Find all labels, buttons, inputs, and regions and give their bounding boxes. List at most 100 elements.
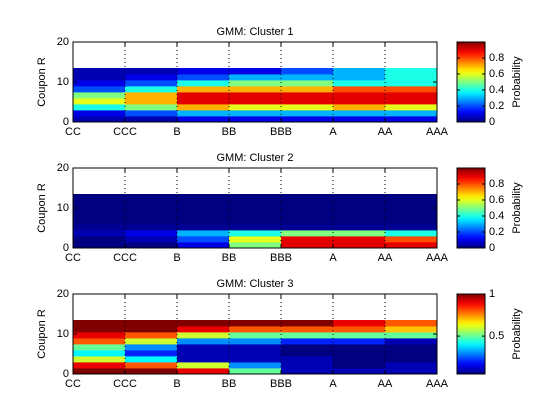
x-tick-label: A — [329, 126, 337, 138]
heatmap-cell — [177, 368, 230, 375]
x-tick-label: BBB — [270, 126, 292, 138]
x-tick-label: AAA — [426, 252, 449, 264]
heatmap-cell — [73, 98, 126, 105]
heatmap-cell — [73, 236, 126, 243]
heatmap-cell — [125, 92, 178, 99]
heatmap-cell — [229, 356, 282, 363]
heatmap-cell — [73, 338, 126, 345]
heatmap-cell — [281, 344, 334, 351]
heatmap-cell — [73, 350, 126, 357]
axes-box — [72, 41, 438, 123]
heatmap-cell — [177, 362, 230, 369]
heatmap-cell — [281, 362, 334, 369]
heatmap-cell — [281, 206, 334, 213]
heatmap-cell — [229, 80, 282, 87]
heatmap-cell — [125, 332, 178, 339]
heatmap-cell — [333, 332, 386, 339]
colorbar-tick-label: 1 — [489, 288, 495, 300]
heatmap-cell — [177, 104, 230, 111]
heatmap-cell — [73, 194, 126, 201]
y-axis-label: Coupon R — [36, 57, 48, 107]
heatmap-cell — [125, 236, 178, 243]
heatmap-cell — [73, 86, 126, 93]
y-tick-label: 20 — [57, 162, 69, 174]
x-tick-label: BB — [222, 378, 237, 390]
colorbar-tick-label: 0.6 — [489, 68, 504, 80]
colorbar-label: Probability — [511, 308, 523, 360]
heatmap-cell — [177, 320, 230, 327]
heatmap-cell — [73, 362, 126, 369]
heatmap-cell — [281, 98, 334, 105]
heatmap-cell — [333, 242, 386, 249]
heatmap-cell — [281, 350, 334, 357]
heatmap-cell — [177, 200, 230, 207]
heatmap-cell — [229, 104, 282, 111]
heatmap-cell — [73, 92, 126, 99]
heatmap-cell — [385, 116, 438, 123]
heatmap-cell — [177, 344, 230, 351]
x-tick-label: AAA — [426, 378, 449, 390]
heatmap-cell — [281, 218, 334, 225]
heatmap-cell — [177, 116, 230, 123]
heatmap-cell — [125, 194, 178, 201]
x-tick-label: CCC — [113, 378, 137, 390]
colorbar-tick-label: 0.8 — [489, 52, 504, 64]
x-tick-label: AAA — [426, 126, 449, 138]
heatmap-cell — [73, 230, 126, 237]
heatmap-cell — [385, 218, 438, 225]
heatmap-cell — [177, 206, 230, 213]
heatmap-cell — [229, 86, 282, 93]
heatmap-cell — [229, 68, 282, 75]
heatmap-cell — [333, 326, 386, 333]
heatmap-cell — [333, 236, 386, 243]
heatmap-cell — [177, 98, 230, 105]
y-axis-label: Coupon R — [36, 183, 48, 233]
heatmap-cell — [333, 110, 386, 117]
heatmap-cell — [229, 98, 282, 105]
heatmap-cell — [177, 68, 230, 75]
colorbar-tick-label: 0.6 — [489, 194, 504, 206]
heatmap-cell — [333, 320, 386, 327]
heatmap-cell — [333, 116, 386, 123]
heatmap-cell — [125, 110, 178, 117]
heatmap-cell — [229, 368, 282, 375]
heatmap-cell — [73, 212, 126, 219]
heatmap-cell — [229, 326, 282, 333]
heatmap-cell — [281, 212, 334, 219]
x-tick-label: B — [173, 126, 180, 138]
heatmap-cell — [73, 200, 126, 207]
heatmap-cell — [385, 80, 438, 87]
heatmap-cell — [125, 356, 178, 363]
heatmap-cell — [229, 92, 282, 99]
heatmap-cell — [177, 230, 230, 237]
x-tick-label: B — [173, 252, 180, 264]
heatmap-cell — [385, 320, 438, 327]
heatmap-cell — [281, 194, 334, 201]
heatmap-cell — [177, 224, 230, 231]
x-tick-label: CC — [65, 252, 81, 264]
x-tick-label: B — [173, 378, 180, 390]
heatmap-cell — [125, 230, 178, 237]
heatmap-cell — [125, 242, 178, 249]
heatmap-cell — [177, 86, 230, 93]
colorbar-label: Probability — [511, 56, 523, 108]
heatmap-cell — [385, 194, 438, 201]
heatmap-cell — [125, 320, 178, 327]
heatmap-cell — [125, 218, 178, 225]
heatmap-cell — [229, 224, 282, 231]
heatmap-cell — [125, 362, 178, 369]
heatmap-cell — [281, 230, 334, 237]
heatmap-cell — [229, 338, 282, 345]
heatmap-cell — [333, 200, 386, 207]
heatmap-cell — [125, 68, 178, 75]
heatmap-cell — [125, 338, 178, 345]
x-tick-label: CC — [65, 126, 81, 138]
heatmap-cell — [385, 104, 438, 111]
x-tick-label: A — [329, 378, 337, 390]
heatmap-cell — [333, 212, 386, 219]
heatmap-cell — [385, 74, 438, 81]
chart-title: GMM: Cluster 3 — [216, 278, 293, 290]
heatmap-cell — [229, 116, 282, 123]
colorbar-tick-label: 0.5 — [489, 330, 504, 342]
heatmap-cell — [281, 320, 334, 327]
